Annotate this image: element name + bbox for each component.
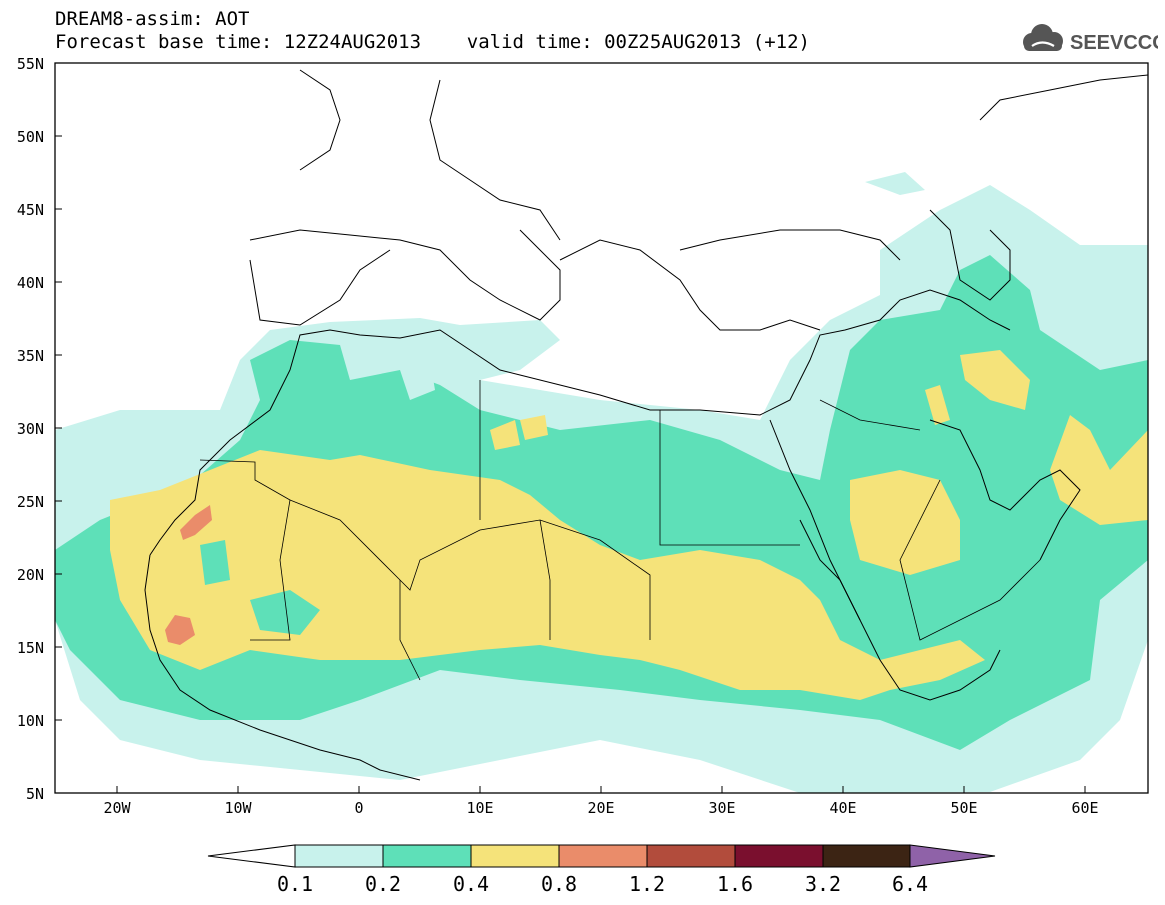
lat-label: 55N <box>16 55 44 73</box>
lon-label: 10E <box>466 799 494 817</box>
lat-label: 10N <box>16 712 44 730</box>
colorbar-segment <box>558 844 648 868</box>
colorbar-label: 0.2 <box>364 872 402 896</box>
lon-label: 10W <box>224 799 252 817</box>
lat-label: 50N <box>16 128 44 146</box>
lat-label: 30N <box>16 420 44 438</box>
colorbar-label: 6.4 <box>891 872 929 896</box>
aot-contour-0.8 <box>180 505 212 540</box>
lon-label: 20W <box>103 799 131 817</box>
lat-label: 20N <box>16 566 44 584</box>
lon-label: 0 <box>354 799 364 817</box>
lat-label: 45N <box>16 201 44 219</box>
lon-label: 40E <box>829 799 857 817</box>
colorbar-label: 1.2 <box>628 872 666 896</box>
colorbar-segment <box>382 844 472 868</box>
aot-field <box>55 63 1148 793</box>
country-borders <box>199 380 1041 681</box>
colorbar-segment <box>294 844 384 868</box>
colorbar-label: 0.8 <box>540 872 578 896</box>
lat-label: 40N <box>16 274 44 292</box>
lon-label: 50E <box>950 799 978 817</box>
colorbar <box>207 844 996 868</box>
coastlines <box>144 69 1148 781</box>
colorbar-segment <box>470 844 560 868</box>
colorbar-label: 3.2 <box>804 872 842 896</box>
aot-contour-0.4 <box>110 450 985 700</box>
colorbar-label: 0.1 <box>276 872 314 896</box>
seevccc-logo: SEEVCCC <box>1023 24 1158 54</box>
axis-ticks <box>55 62 1086 793</box>
lon-label: 20E <box>587 799 615 817</box>
map-title: DREAM8-assim: AOT <box>55 8 250 30</box>
lon-label: 30E <box>708 799 736 817</box>
colorbar-segment-under <box>207 844 296 868</box>
forecast-time-line: Forecast base time: 12Z24AUG2013 valid t… <box>55 31 810 53</box>
lat-label: 25N <box>16 493 44 511</box>
cloud-icon <box>1023 24 1063 51</box>
colorbar-segment-over <box>909 844 996 868</box>
colorbar-segment <box>646 844 736 868</box>
colorbar-segment <box>822 844 911 868</box>
logo-text: SEEVCCC <box>1070 32 1158 54</box>
colorbar-label: 0.4 <box>452 872 490 896</box>
colorbar-label: 1.6 <box>716 872 754 896</box>
lat-label: 35N <box>16 347 44 365</box>
lat-label: 5N <box>25 785 44 803</box>
lon-label: 60E <box>1071 799 1099 817</box>
colorbar-segment <box>734 844 824 868</box>
lat-label: 15N <box>16 639 44 657</box>
